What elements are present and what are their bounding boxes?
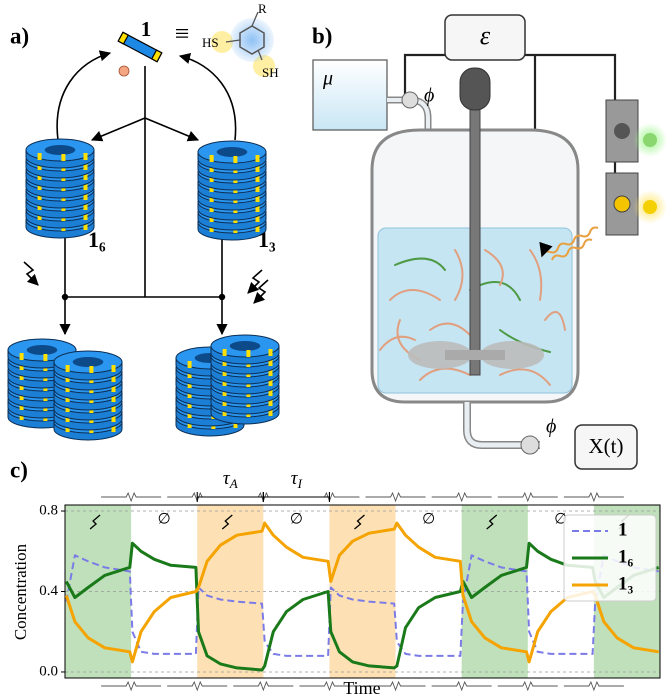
axis-break [564,493,624,501]
stack-label: 1₃ [258,227,276,252]
output-label: X(t) [589,434,624,458]
monomer-label: 1 [141,17,152,41]
ring-mark [61,154,65,161]
y-tick-label: 0.8 [39,502,58,518]
ring-mark [84,153,88,160]
ring-mark [66,365,70,372]
ring-mark [223,349,227,356]
y-tick-label: 0.0 [39,663,58,679]
stack-label: 1₆ [88,227,106,252]
y-tick-label: 0.4 [39,583,58,599]
phase-label: ∅ [422,511,435,527]
axis-break [498,682,558,690]
ring-mark [269,349,273,356]
annotation: τA [223,468,238,491]
flow-symbol: ϕ [424,85,434,107]
feed-symbol: μ [322,68,333,90]
legend-label: 1 [618,519,628,540]
bracket [263,492,329,502]
substituent: HS [202,35,219,50]
ring-hole [27,345,58,355]
phase-label: ∅ [158,511,171,527]
ring-stacks [8,139,279,440]
legend-label: 1₃ [618,573,634,594]
axis-break [564,682,624,690]
panel-label: b) [312,23,332,48]
annotation-sub: I [297,476,303,491]
flow-symbol: ϕ [546,416,556,438]
annotation: τI [291,468,303,491]
ring-hole [230,341,261,351]
axis-break [432,682,492,690]
axis-break [167,682,227,690]
axis-break [101,493,161,501]
axis-break [366,493,426,501]
bracket [197,492,263,502]
ring-mark [43,354,47,361]
figure: a) 1 ≡ HS R SH 1₆ 1₃ b) ε μ ϕ ϕ X(t) [0,0,670,700]
substituent: SH [262,65,279,80]
ring-hole [73,357,104,367]
ring-mark [188,361,192,368]
axis-break [233,682,293,690]
axis-break [498,493,558,501]
ring-mark [233,156,237,163]
equiv: ≡ [175,19,190,48]
y-axis-label: Concentration [11,543,30,640]
ring-mark [112,365,116,372]
ring-mark [20,353,24,360]
ring-hole [217,147,248,157]
legend-label: 1₆ [618,546,634,567]
panel-label: c) [10,457,28,482]
energy-symbol: ε [480,21,491,50]
annotation-sub: A [229,476,238,491]
ring-mark [38,153,42,160]
ring-mark [246,350,250,357]
axis-break [101,682,161,690]
panel-b: b) ε μ ϕ ϕ X(t) [312,15,667,469]
ring-mark [89,366,93,373]
panel-label: a) [10,23,29,48]
ring-hole [45,145,76,155]
x-axis-label: Time [343,678,380,698]
ring-mark [256,155,260,162]
panel-a: a) 1 ≡ HS R SH 1₆ 1₃ [8,1,279,440]
substituent: R [258,1,267,16]
ring-mark [210,155,214,162]
axis-break [432,493,492,501]
phase-label: ∅ [290,511,303,527]
